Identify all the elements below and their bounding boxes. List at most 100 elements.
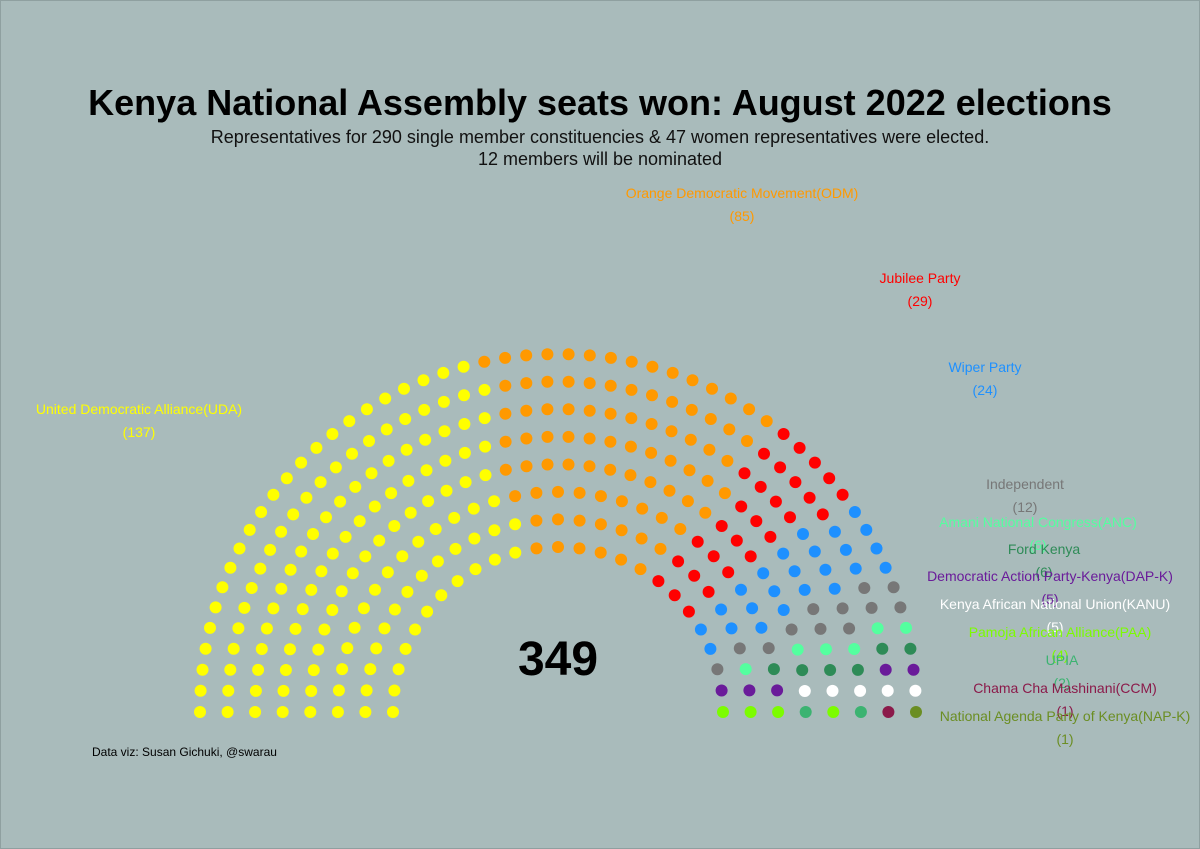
party-seat-count-label: (5) [1046,619,1063,635]
seat-dot [388,684,401,697]
seat-dot [848,643,861,655]
seat-dot [552,485,564,498]
seat-dot [665,425,678,438]
seat-dot [826,684,839,697]
seat-dot [784,511,796,524]
seat-dot [370,642,383,655]
seat-dot [204,621,216,634]
seat-dot [331,706,344,718]
seat-dot [412,535,425,548]
seat-dot [772,706,785,718]
seat-dot [699,506,712,519]
seat-dot [418,403,431,416]
seat-dot [295,545,308,558]
seat-dot [798,685,811,697]
seat-dot [467,502,480,515]
seat-dot [448,511,461,524]
seat-dot [814,622,827,635]
seat-dot [594,490,607,503]
seat-dot [750,515,763,528]
seat-dot [320,511,332,524]
seat-dot [573,514,586,527]
party-seat-count-label: (12) [1013,499,1038,515]
seat-dot [666,366,679,379]
seat-dot [284,643,296,656]
party-seat-count-label: (6) [1035,564,1052,580]
seat-dot [798,583,811,596]
seat-dot [399,642,412,655]
seat-dot [499,463,512,476]
seat-dot [307,664,320,677]
seat-dot [741,435,753,447]
seat-dot [907,663,920,676]
seat-dot [478,355,491,368]
seat-dot [451,575,464,588]
seat-dot [725,622,738,635]
seat-dot [762,642,775,655]
seat-dot [824,664,837,676]
party-name-label: Kenya African National Union(KANU) [940,596,1170,612]
seat-dot [887,581,900,594]
seat-dot [339,530,352,543]
seat-dot [458,418,471,430]
seat-dot [255,506,268,518]
seat-dot [721,454,734,467]
seat-dot [785,623,798,636]
seat-dot [644,476,657,489]
party-seat-count-label: (1) [1056,731,1073,747]
seat-dot [346,567,359,580]
seat-dot [797,528,809,540]
seat-dot [277,684,290,697]
seat-dot [702,585,715,598]
seat-dot [530,486,543,499]
seat-dot [711,663,724,676]
seat-dot [368,500,381,513]
seat-dot [839,543,852,556]
seat-dot [583,460,596,473]
seat-dot [222,684,235,697]
seat-dot [777,604,790,616]
seat-dot [312,643,325,656]
party-seat-count-label: (29) [908,293,933,309]
seat-dot [295,456,308,469]
seat-dot [238,601,251,614]
seat-dot [421,605,434,618]
seat-dot [583,404,596,417]
seat-dot [583,377,596,390]
seat-dot [573,486,586,499]
seat-dot [743,684,756,697]
seat-dot [360,684,373,697]
seat-dot [318,623,331,636]
seat-dot [849,562,862,575]
seat-dot [305,685,318,697]
seat-dot [326,428,339,440]
party-seat-count-label: (5) [1041,591,1058,607]
seat-dot [479,440,492,453]
seat-dot [439,454,452,467]
seat-dot [209,601,222,614]
party-name-label: Wiper Party [948,359,1021,375]
seat-dot [249,684,262,697]
seat-dot [499,407,512,420]
seat-dot [243,523,256,536]
seat-dot [387,706,399,718]
seat-dot [520,460,533,473]
seat-dot [881,684,894,697]
seat-dot [380,423,393,436]
seat-dot [652,575,665,588]
seat-dot [715,520,728,532]
seat-dot [625,355,638,368]
seat-dot [836,602,849,615]
seat-dot [404,506,417,519]
seat-dot [879,663,892,676]
seat-dot [326,604,339,616]
seat-dot [604,435,617,448]
seat-dot [437,366,450,379]
seat-dot [194,684,207,697]
seat-dot [360,403,373,416]
seat-dot [688,569,701,582]
party-seat-count-label: (6) [1029,537,1046,553]
seat-dot [224,561,237,574]
seat-dot [615,495,628,508]
seat-dot [437,395,450,408]
